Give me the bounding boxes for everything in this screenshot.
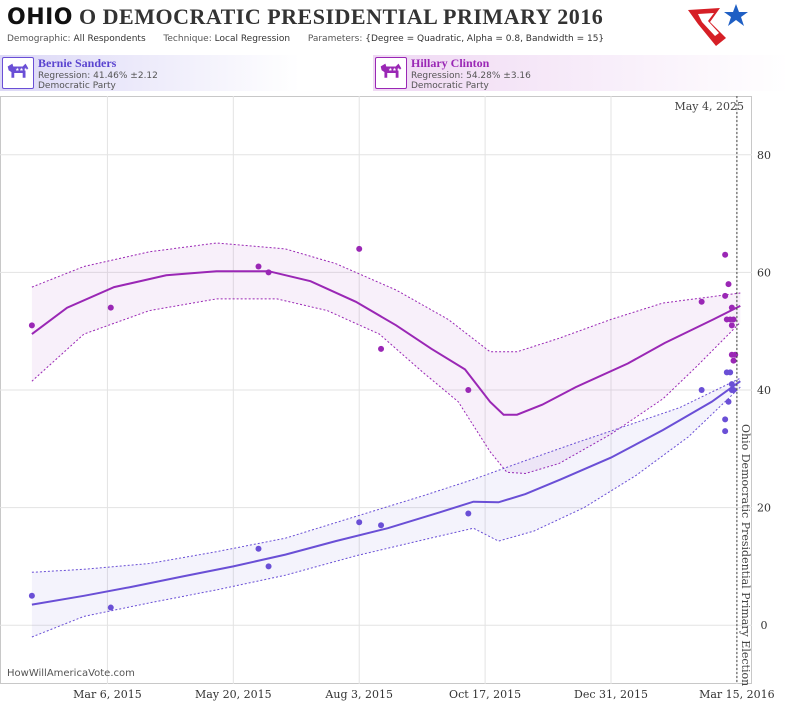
poll-point <box>730 357 737 364</box>
poll-point <box>356 245 363 252</box>
poll-point <box>722 416 729 423</box>
candidate-card-hillary: ★★★ Hillary Clinton Regression: 54.28% ±… <box>373 55 789 91</box>
x-tick-label: Mar 6, 2015 <box>73 688 142 701</box>
poll-point <box>722 251 729 258</box>
trend-line <box>31 380 741 606</box>
page-title: OHIO O DEMOCRATIC PRESIDENTIAL PRIMARY 2… <box>7 4 603 30</box>
poll-point <box>28 592 35 599</box>
election-label: Ohio Democratic Presidential Primary Ele… <box>739 424 752 686</box>
x-tick-label: Mar 15, 2016 <box>699 688 775 701</box>
today-label: May 4, 2025 <box>674 100 744 113</box>
y-tick-label: 0 <box>761 619 768 632</box>
candidate-party: Democratic Party <box>411 81 489 91</box>
y-tick-label: 20 <box>757 502 771 515</box>
poll-point <box>728 322 735 329</box>
poll-point <box>107 304 114 311</box>
candidate-party: Democratic Party <box>38 81 116 91</box>
upper-bound-line <box>31 242 741 353</box>
poll-point <box>698 298 705 305</box>
x-tick-label: May 20, 2015 <box>195 688 272 701</box>
y-tick-label: 80 <box>757 149 771 162</box>
lower-bound-line <box>31 386 741 638</box>
poll-point <box>356 519 363 526</box>
poll-point <box>722 292 729 299</box>
flag-star-logo-icon <box>688 4 748 46</box>
poll-point <box>727 369 734 376</box>
poll-point <box>725 281 732 288</box>
poll-point <box>728 381 735 388</box>
parameters-value: {Degree = Quadratic, Alpha = 0.8, Bandwi… <box>365 34 605 44</box>
poll-point <box>255 545 262 552</box>
y-tick-label: 60 <box>757 266 771 279</box>
poll-point <box>378 345 385 352</box>
demographic-label: Demographic: <box>7 34 71 44</box>
confidence-band <box>31 243 741 474</box>
poll-point <box>465 510 472 517</box>
poll-point <box>728 304 735 311</box>
x-tick-label: Oct 17, 2015 <box>449 688 521 701</box>
poll-point <box>107 604 114 611</box>
poll-point <box>722 428 729 435</box>
poll-point <box>255 263 262 270</box>
poll-point <box>465 387 472 393</box>
poll-point <box>725 398 732 405</box>
svg-text:★★★: ★★★ <box>15 67 28 73</box>
technique-label: Technique: <box>163 34 212 44</box>
poll-point <box>730 316 737 323</box>
technique-value: Local Regression <box>214 34 291 44</box>
demographic-value: All Respondents <box>73 34 146 44</box>
trend-line <box>31 270 741 416</box>
poll-point <box>265 563 272 570</box>
candidate-name: Bernie Sanders <box>38 56 117 70</box>
lower-bound-line <box>31 298 741 475</box>
poll-point <box>265 269 272 276</box>
poll-point <box>698 387 705 393</box>
candidate-regression: Regression: 41.46% ±2.12 <box>38 71 158 81</box>
state-name: OHIO <box>7 5 74 30</box>
title-text: O DEMOCRATIC PRESIDENTIAL PRIMARY 2016 <box>79 4 604 29</box>
poll-point <box>730 387 737 393</box>
democrat-donkey-icon: ★★★ <box>375 57 407 89</box>
parameters-label: Parameters: <box>307 34 363 44</box>
candidate-regression: Regression: 54.28% ±3.16 <box>411 71 531 81</box>
x-tick-label: Dec 31, 2015 <box>574 688 648 701</box>
svg-text:★★★: ★★★ <box>388 67 401 73</box>
candidate-card-bernie: ★★★ Bernie Sanders Regression: 41.46% ±2… <box>0 55 300 91</box>
x-tick-label: Aug 3, 2015 <box>324 688 393 701</box>
democrat-donkey-icon: ★★★ <box>2 57 34 89</box>
candidate-name: Hillary Clinton <box>411 56 490 70</box>
poll-point <box>28 322 35 329</box>
y-tick-label: 40 <box>757 384 771 397</box>
watermark: HowWillAmericaVote.com <box>7 668 135 679</box>
poll-point <box>378 522 385 529</box>
upper-bound-line <box>31 377 741 573</box>
parameters-bar: Demographic: All Respondents Technique: … <box>7 34 604 44</box>
